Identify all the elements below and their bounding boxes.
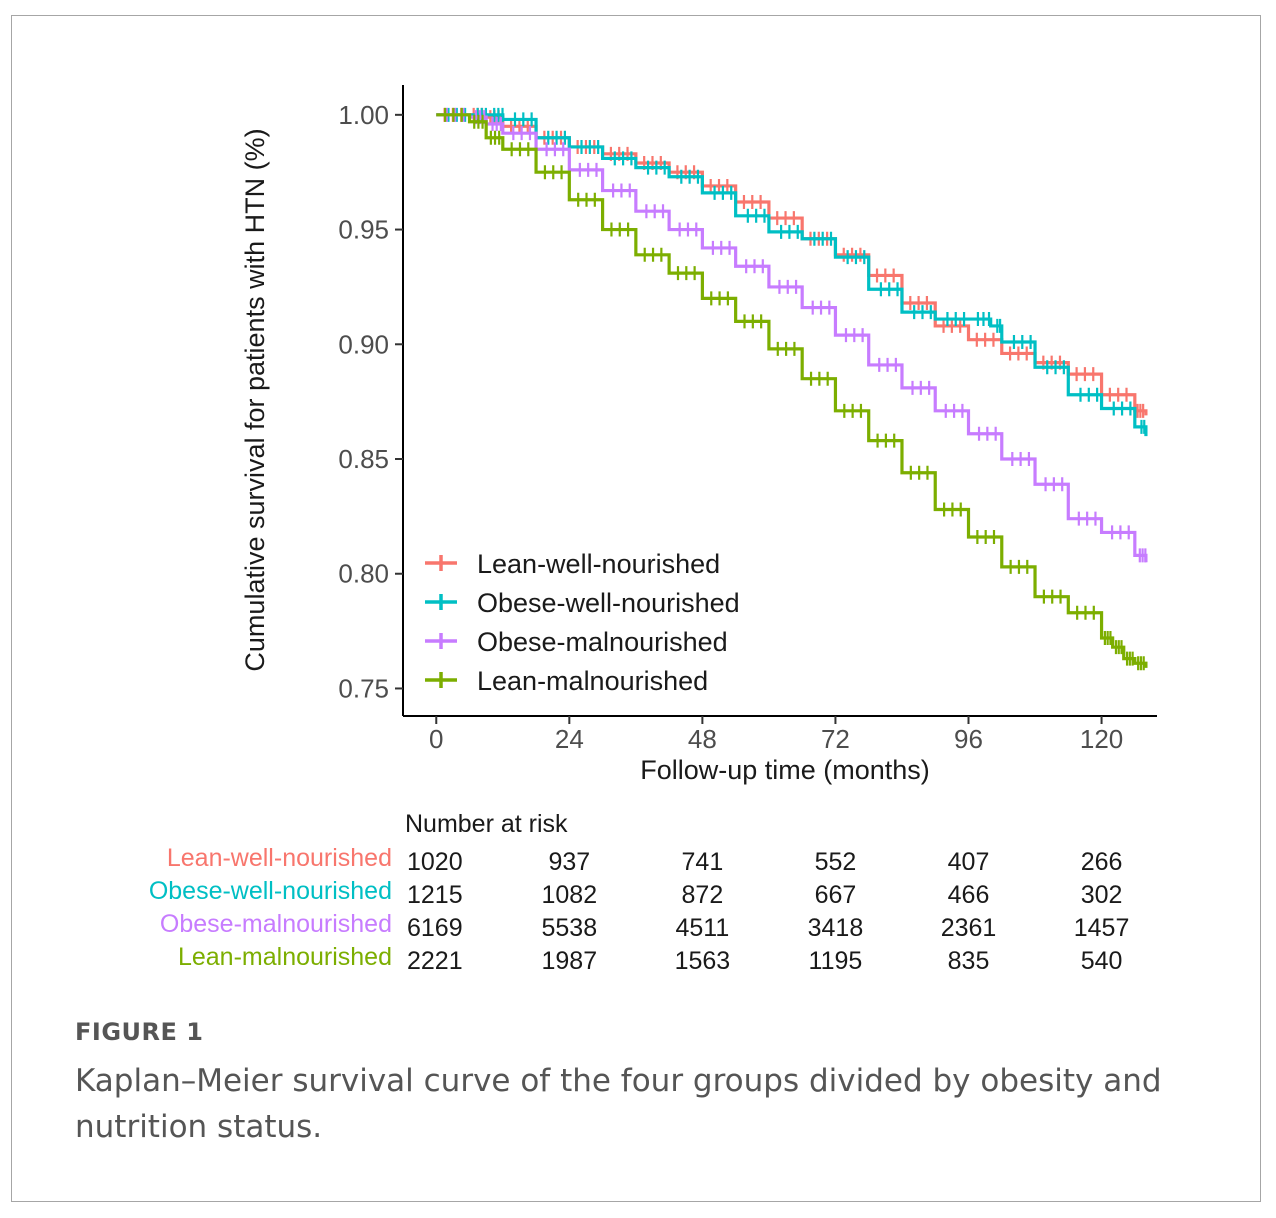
risk-row-label: Lean-malnourished (177, 943, 392, 971)
risk-value: 667 (814, 881, 857, 909)
risk-value: 5538 (541, 914, 598, 942)
y-tick-label: 0.95 (338, 215, 389, 245)
risk-value: 6169 (407, 914, 463, 942)
risk-value: 1195 (808, 947, 863, 975)
risk-value: 1020 (407, 848, 463, 876)
risk-value: 1457 (1073, 914, 1130, 942)
risk-value: 2221 (407, 947, 463, 975)
legend-item-obese-malnourished: Obese-malnourished (425, 627, 728, 657)
legend-label: Obese-well-nourished (477, 588, 740, 618)
risk-value: 2361 (940, 914, 997, 942)
risk-value: 540 (1080, 947, 1123, 975)
censor-marks-lean-malnourished (444, 107, 1145, 671)
risk-row-label: Obese-well-nourished (148, 877, 392, 905)
risk-value: 741 (681, 848, 724, 876)
censor-ticks (444, 107, 1145, 671)
x-tick-label: 120 (1080, 724, 1123, 754)
risk-value: 1215 (407, 881, 463, 909)
censor-ticks (443, 107, 1145, 418)
risk-value: 302 (1080, 881, 1123, 909)
risk-value: 552 (814, 848, 857, 876)
censor-ticks (447, 107, 1146, 434)
figure-frame (11, 15, 1261, 1202)
risk-row: Lean-well-nourished 1020 937 741 552 407 266 (0, 844, 1276, 878)
y-axis-label: Cumulative survival for patients with HT… (240, 128, 270, 671)
censor-marks-obese-malnourished (445, 107, 1147, 563)
x-tick-label: 48 (688, 724, 717, 754)
risk-value: 1563 (674, 947, 731, 975)
risk-value: 4511 (675, 914, 730, 942)
legend-item-lean-malnourished: Lean-malnourished (425, 666, 708, 696)
risk-value: 466 (947, 881, 990, 909)
series-line-obese-well-nourished (436, 113, 1148, 437)
risk-row-label: Lean-well-nourished (166, 844, 392, 872)
y-tick-label: 1.00 (338, 100, 389, 130)
y-tick-label: 0.85 (338, 444, 389, 474)
x-tick-label: 24 (555, 724, 584, 754)
figure-caption: Kaplan–Meier survival curve of the four … (75, 1063, 1162, 1145)
survival-curves (436, 107, 1148, 671)
risk-value: 1082 (541, 881, 598, 909)
plot-axes: 1.00 0.95 0.90 0.85 0.80 0.75 0 24 48 72 96 120 (338, 85, 1157, 754)
figure-label: FIGURE 1 (75, 1018, 204, 1046)
risk-row: Obese-well-nourished 1215 1082 872 667 466 302 (0, 877, 1276, 911)
risk-value: 1987 (541, 947, 598, 975)
y-tick-label: 0.80 (338, 559, 389, 589)
y-tick-label: 0.75 (338, 673, 389, 703)
y-tick-label: 0.90 (338, 329, 389, 359)
km-chart: 1.00 0.95 0.90 0.85 0.80 0.75 0 24 48 72 96 120 Lea… (240, 85, 1157, 785)
series-line-obese-malnourished (436, 113, 1148, 563)
x-tick-label: 96 (954, 724, 983, 754)
series-line-lean-well-nourished (436, 113, 1148, 416)
risk-row: Obese-malnourished 6169 5538 4511 3418 2361 14… (0, 910, 1276, 944)
x-axis-label: Follow-up time (months) (640, 755, 930, 785)
censor-marks-obese-well-nourished (447, 107, 1146, 434)
censor-ticks (445, 107, 1147, 563)
x-tick-label: 72 (821, 724, 850, 754)
legend-label: Lean-well-nourished (477, 549, 720, 579)
chart-legend: Lean-well-nourished Obese-well-nourished O… (425, 549, 740, 696)
risk-value: 872 (681, 881, 724, 909)
risk-value: 407 (947, 848, 990, 876)
risk-row-label: Obese-malnourished (159, 910, 392, 938)
legend-item-lean-well-nourished: Lean-well-nourished (425, 549, 720, 579)
risk-value: 266 (1080, 848, 1123, 876)
risk-value: 835 (947, 947, 990, 975)
risk-row: Lean-malnourished 2221 1987 1563 1195 835 540 (0, 943, 1276, 977)
x-tick-label: 0 (429, 724, 443, 754)
legend-label: Obese-malnourished (477, 627, 728, 657)
risk-value: 3418 (807, 914, 864, 942)
legend-label: Lean-malnourished (477, 666, 708, 696)
series-line-lean-malnourished (436, 113, 1148, 668)
legend-item-obese-well-nourished: Obese-well-nourished (425, 588, 740, 618)
censor-marks-lean-well-nourished (443, 107, 1145, 418)
risk-table-title: Number at risk (405, 810, 568, 838)
risk-value: 937 (548, 848, 591, 876)
